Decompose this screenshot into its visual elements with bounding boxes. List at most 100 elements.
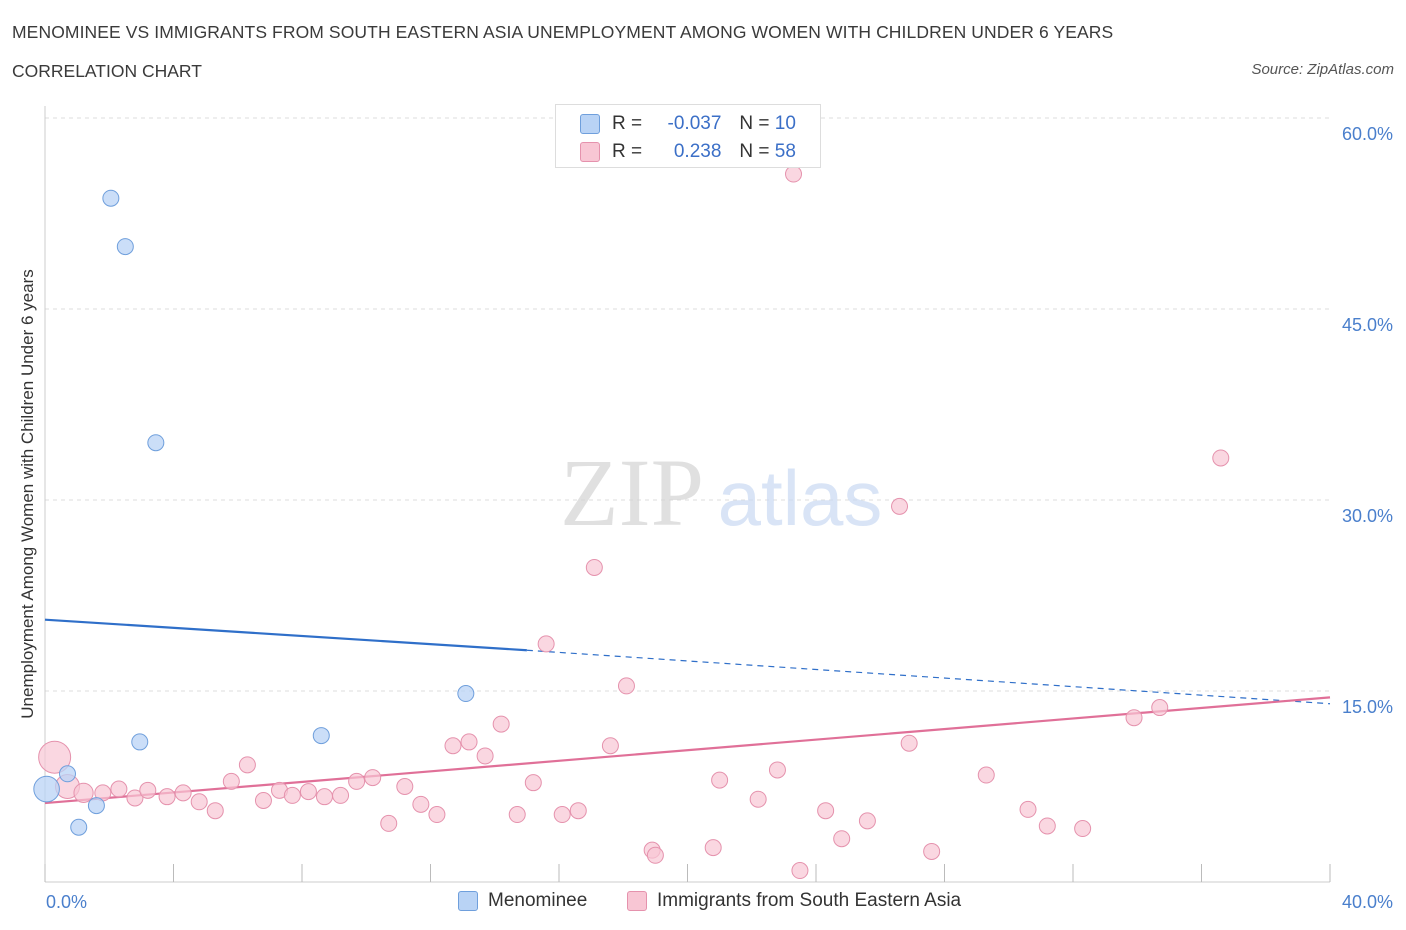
menominee-point — [33, 775, 60, 803]
menominee-point — [116, 238, 134, 256]
n-value-menominee: 10 — [774, 113, 796, 134]
menominee-point — [457, 685, 475, 703]
data-points — [33, 165, 1230, 880]
immigrants-point — [1125, 709, 1143, 727]
immigrants-point — [476, 747, 494, 765]
y-tick-label: 45.0% — [1342, 315, 1393, 335]
immigrants-point — [315, 788, 333, 806]
immigrants-trend-line — [44, 696, 1331, 805]
immigrants-point — [174, 784, 192, 802]
tick-labels: 15.0% 30.0% 45.0% 60.0% 0.0% 40.0% — [46, 124, 1393, 912]
immigrants-point — [206, 802, 224, 820]
legend-label-menominee: Menominee — [488, 890, 588, 911]
chart-title: MENOMINEE VS IMMIGRANTS FROM SOUTH EASTE… — [12, 22, 1114, 42]
legend-item-immigrants[interactable]: Immigrants from South Eastern Asia — [627, 890, 961, 912]
immigrants-point — [110, 780, 128, 798]
immigrants-point — [190, 793, 208, 811]
chart-subtitle: CORRELATION CHART — [12, 61, 202, 81]
menominee-point — [131, 733, 149, 751]
immigrants-point — [585, 558, 603, 576]
immigrants-swatch — [580, 142, 600, 162]
immigrants-point — [396, 778, 414, 795]
immigrants-point — [460, 733, 478, 751]
immigrants-point — [139, 781, 157, 799]
menominee-trend-line — [44, 618, 527, 652]
immigrants-point — [492, 715, 510, 733]
immigrants-point — [254, 792, 272, 810]
immigrants-point — [444, 737, 462, 755]
immigrants-point — [38, 740, 72, 774]
menominee-swatch — [580, 114, 600, 134]
legend-label-immigrants: Immigrants from South Eastern Asia — [657, 890, 962, 911]
menominee-point — [147, 434, 165, 452]
n-value-immigrants: 58 — [774, 141, 796, 162]
immigrants-point — [508, 806, 526, 824]
immigrants-point — [524, 774, 542, 792]
immigrants-point — [553, 806, 571, 824]
n-label: N = — [739, 113, 770, 134]
y-tick-label: 15.0% — [1342, 697, 1393, 717]
immigrants-point — [900, 734, 918, 752]
immigrants-point — [711, 771, 729, 789]
immigrants-point — [222, 772, 240, 790]
immigrants-point — [617, 677, 635, 695]
immigrants-point — [785, 165, 803, 183]
immigrants-point — [646, 846, 664, 864]
menominee-trend-extension — [526, 649, 1331, 705]
immigrants-point — [126, 789, 144, 807]
immigrants-point — [299, 783, 317, 801]
menominee-point — [102, 189, 120, 207]
y-tick-label: 60.0% — [1342, 124, 1393, 144]
r-label: R = — [612, 141, 643, 162]
menominee-point — [312, 727, 330, 745]
immigrants-point — [791, 862, 809, 880]
r-label: R = — [612, 113, 643, 134]
legend-swatch-menominee — [458, 891, 478, 911]
immigrants-point — [891, 497, 909, 515]
menominee-point — [58, 765, 76, 783]
immigrants-point — [1151, 699, 1169, 717]
immigrants-point — [537, 635, 555, 653]
legend-item-menominee[interactable]: Menominee — [458, 890, 587, 912]
immigrants-point — [283, 786, 301, 804]
immigrants-point — [428, 806, 446, 824]
immigrants-point — [332, 786, 350, 804]
immigrants-point — [238, 756, 256, 774]
menominee-point — [70, 818, 88, 836]
menominee-point — [87, 797, 105, 815]
immigrants-point — [1212, 449, 1230, 467]
immigrants-point — [977, 766, 995, 784]
immigrants-point — [380, 814, 398, 832]
immigrants-point — [923, 842, 941, 860]
immigrants-point — [768, 761, 786, 779]
immigrants-point — [73, 782, 94, 803]
immigrants-point — [749, 790, 767, 808]
stats-row-immigrants: R = 0.238 N = 58 — [580, 139, 796, 165]
stats-box: R = -0.037 N = 10 R = 0.238 N = 58 — [555, 104, 821, 168]
r-value-menominee: -0.037 — [667, 113, 722, 134]
immigrants-point — [858, 812, 876, 830]
immigrants-point — [364, 769, 382, 787]
source-label: Source: ZipAtlas.com — [1251, 61, 1394, 78]
legend-swatch-immigrants — [627, 891, 647, 911]
grid-lines — [45, 117, 1330, 692]
immigrants-point — [817, 802, 835, 820]
immigrants-point — [704, 839, 722, 857]
immigrants-point — [1038, 817, 1056, 835]
x-tick-label: 0.0% — [46, 892, 87, 912]
immigrants-point — [1074, 820, 1092, 838]
immigrants-point — [1019, 800, 1037, 818]
immigrants-point — [569, 802, 587, 820]
r-value-immigrants: 0.238 — [673, 141, 722, 162]
stats-row-menominee: R = -0.037 N = 10 — [580, 111, 796, 137]
y-axis-label: Unemployment Among Women with Children U… — [18, 269, 37, 718]
n-label: N = — [739, 141, 770, 162]
trend-lines — [44, 618, 1331, 805]
y-tick-label: 30.0% — [1342, 506, 1393, 526]
immigrants-point — [412, 795, 430, 813]
immigrants-point — [158, 788, 176, 806]
watermark-atlas: atlas — [718, 454, 883, 542]
immigrants-point — [348, 772, 366, 790]
watermark-zip: ZIP — [560, 439, 704, 546]
